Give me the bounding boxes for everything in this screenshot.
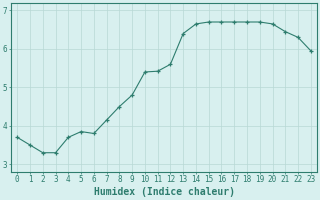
X-axis label: Humidex (Indice chaleur): Humidex (Indice chaleur)	[93, 187, 235, 197]
